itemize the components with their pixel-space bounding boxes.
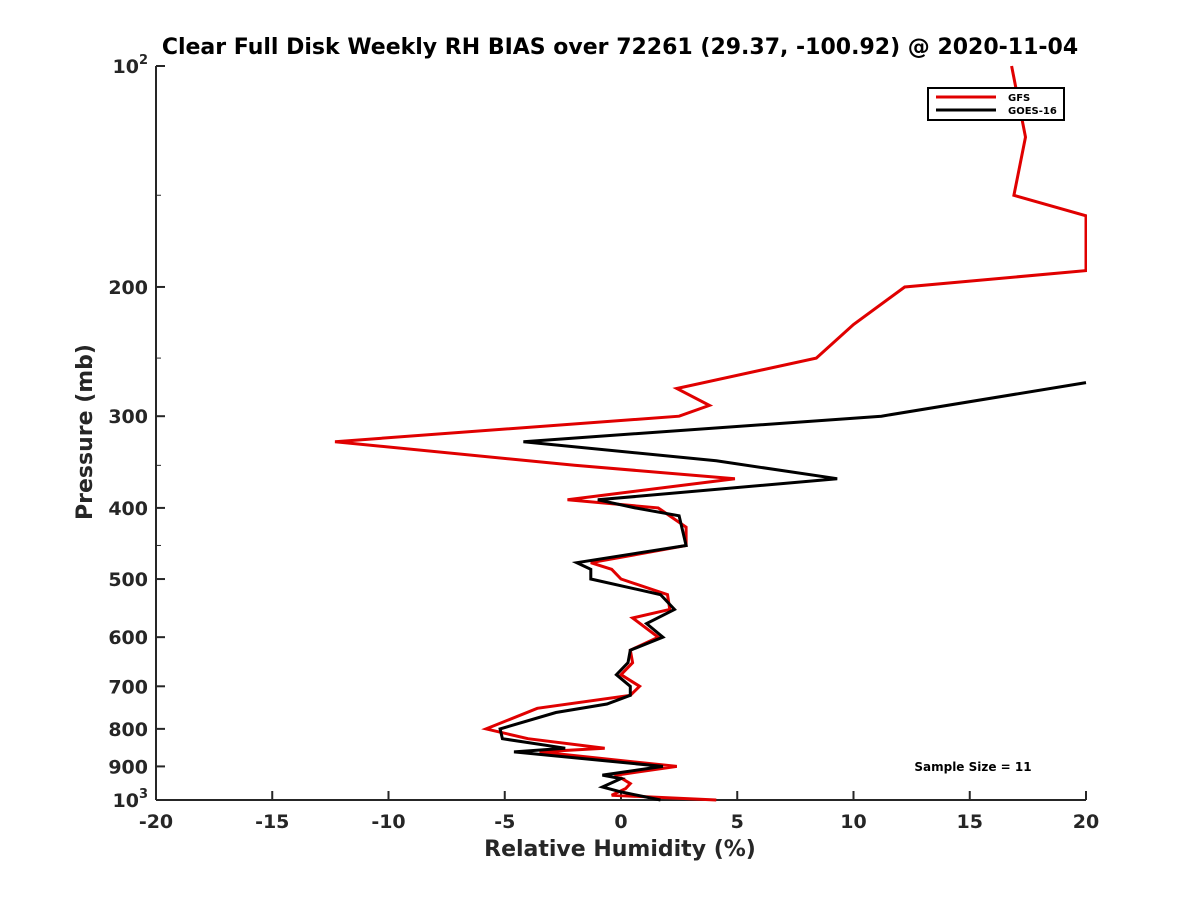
x-tick-label: 10 (840, 811, 866, 833)
y-tick-label: 200 (108, 277, 148, 299)
series-layer (334, 65, 1087, 802)
x-tick-label: 20 (1073, 811, 1099, 833)
legend-label: GFS (1008, 93, 1030, 104)
legend-label: GOES-16 (1008, 106, 1057, 117)
y-tick-label: 103 (113, 787, 149, 812)
y-tick-label: 900 (108, 756, 148, 778)
y-tick-label: 700 (108, 676, 148, 698)
y-tick-label: 300 (108, 406, 148, 428)
x-tick-label: 5 (731, 811, 744, 833)
y-tick-label: 400 (108, 498, 148, 520)
y-tick-label: 102 (113, 53, 149, 78)
x-tick-label: 15 (957, 811, 983, 833)
x-tick-label: -20 (139, 811, 173, 833)
legend-box (927, 87, 1065, 121)
y-tick-label: 500 (108, 569, 148, 591)
x-tick-label: -15 (255, 811, 289, 833)
sample-size-annotation: Sample Size = 11 (914, 760, 1031, 774)
series-line-goes-16 (498, 381, 1087, 802)
x-tick-label: -10 (371, 811, 405, 833)
series-line-gfs (334, 65, 1087, 802)
y-tick-label: 600 (108, 627, 148, 649)
y-tick-label: 800 (108, 719, 148, 741)
x-axis-label: Relative Humidity (%) (484, 837, 756, 862)
chart-title: Clear Full Disk Weekly RH BIAS over 7226… (162, 35, 1078, 60)
x-tick-label: -5 (494, 811, 515, 833)
x-tick-label: 0 (614, 811, 627, 833)
y-axis-label: Pressure (mb) (73, 344, 98, 520)
axes: -20 -15 -10 -5 0 5 10 15 20 102 200 300 400 500 600 700… (108, 53, 1099, 833)
legend: GFS GOES-16 (927, 87, 1065, 121)
